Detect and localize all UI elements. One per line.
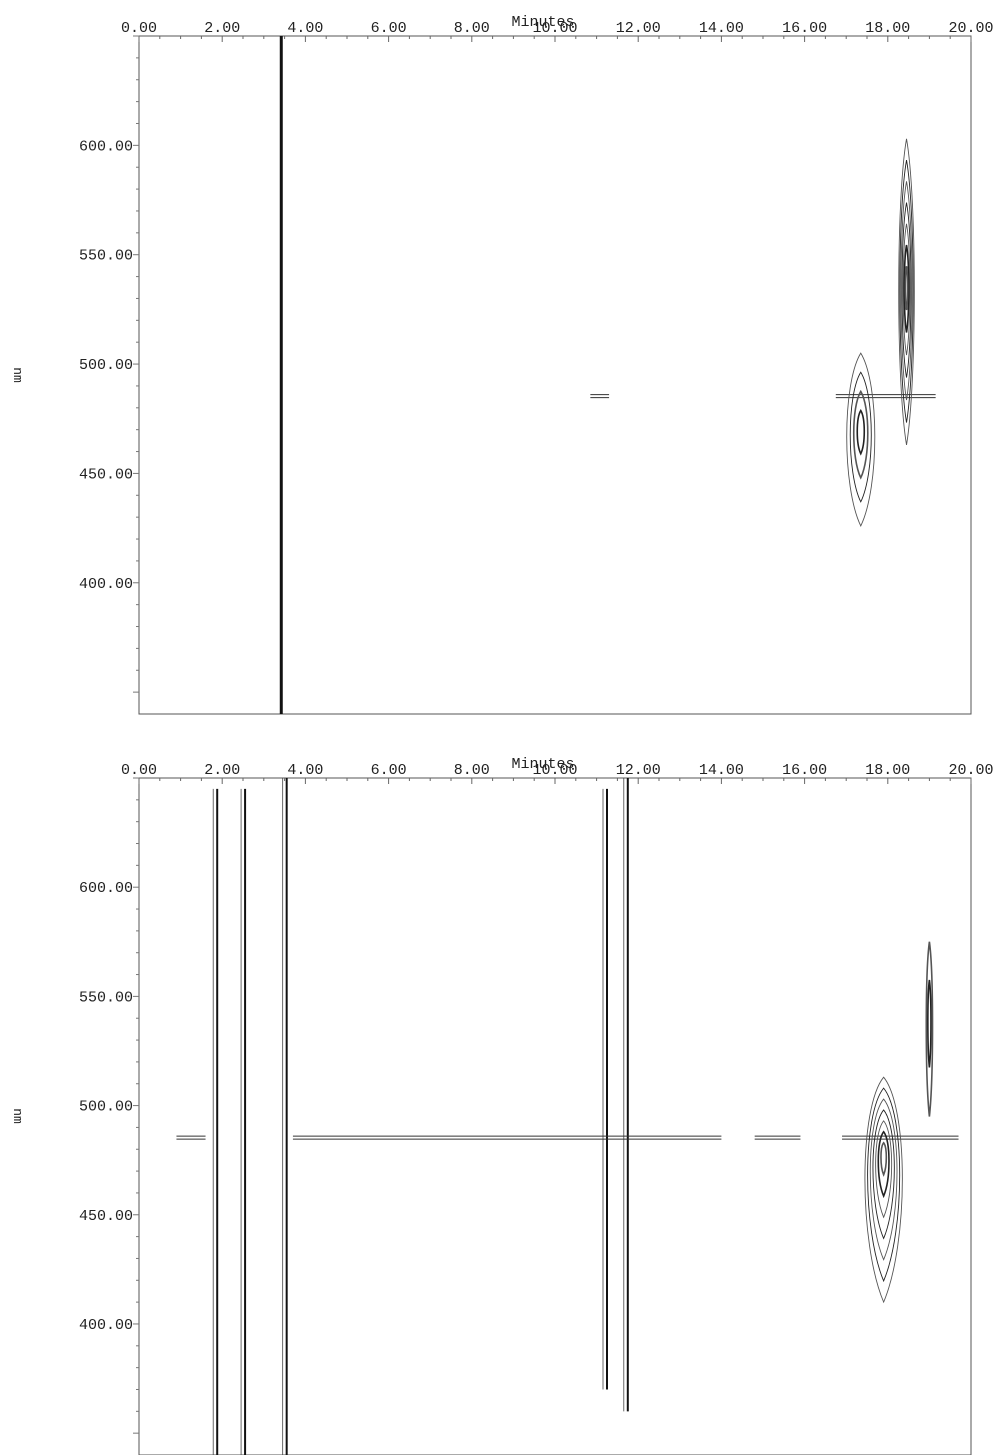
x-tick-label: 10.00 <box>532 20 577 37</box>
y-tick-label: 450.00 <box>79 1208 133 1225</box>
horizontal-feature <box>590 394 610 399</box>
horizontal-feature <box>292 1135 722 1140</box>
x-tick-label: 2.00 <box>204 762 240 779</box>
peak-contour <box>877 1130 890 1199</box>
x-tick-label: 4.00 <box>287 762 323 779</box>
plot-frame <box>138 35 972 715</box>
peak-contour <box>901 202 912 378</box>
y-tick-label: 550.00 <box>79 248 133 265</box>
x-tick-label: 12.00 <box>616 762 661 779</box>
horizontal-feature <box>176 1135 206 1140</box>
peak-contour <box>872 1109 895 1240</box>
x-tick-label: 16.00 <box>782 762 827 779</box>
peak-contour <box>852 389 869 480</box>
bottom-contour-plot: Minutes nm 0.00 2.00 4.00 6.00 8.00 10.00 12.00 1… <box>10 756 994 1455</box>
peak-contour <box>899 159 914 423</box>
x-tick-label: 4.00 <box>287 20 323 37</box>
x-tick-label: 14.00 <box>699 20 744 37</box>
plot-frame <box>138 777 972 1455</box>
horizontal-feature <box>835 394 936 399</box>
x-tick-label: 0.00 <box>121 762 157 779</box>
x-tick-label: 18.00 <box>865 762 910 779</box>
peak-contour <box>869 1098 898 1261</box>
peak-contour <box>902 223 911 356</box>
peak-contour <box>864 1076 903 1304</box>
x-tick-label: 20.00 <box>948 20 993 37</box>
x-tick-label: 6.00 <box>371 762 407 779</box>
y-axis-title: nm <box>10 1108 25 1124</box>
top-contour-plot: Minutes nm 0.00 2.00 4.00 6.00 8.00 10.00 12.00 1… <box>10 14 994 715</box>
x-tick-label: 8.00 <box>454 20 490 37</box>
peak-contour <box>867 1087 901 1283</box>
x-tick-label: 6.00 <box>371 20 407 37</box>
plot-area <box>279 36 936 714</box>
y-tick-label: 500.00 <box>79 357 133 374</box>
y-tick-label: 600.00 <box>79 138 133 155</box>
x-tick-label: 12.00 <box>616 20 661 37</box>
x-tick-label: 16.00 <box>782 20 827 37</box>
x-tick-label: 10.00 <box>532 762 577 779</box>
peak-contour <box>925 941 934 1117</box>
peak-contour <box>903 244 910 333</box>
y-tick-label: 400.00 <box>79 576 133 593</box>
peak-contour <box>898 138 915 446</box>
peak-contour <box>849 371 872 503</box>
x-tick-label: 2.00 <box>204 20 240 37</box>
horizontal-feature <box>754 1135 801 1140</box>
y-tick-label: 600.00 <box>79 880 133 897</box>
peak-contour <box>856 409 866 456</box>
x-tick-label: 8.00 <box>454 762 490 779</box>
y-tick-label: 550.00 <box>79 989 133 1006</box>
y-tick-label: 400.00 <box>79 1317 133 1334</box>
y-tick-label: 500.00 <box>79 1099 133 1116</box>
x-axis-title: Minutes <box>511 14 574 31</box>
x-tick-label: 20.00 <box>948 762 993 779</box>
y-tick-label: 450.00 <box>79 466 133 483</box>
x-tick-label: 18.00 <box>865 20 910 37</box>
peak-contour <box>900 181 913 401</box>
plot-area <box>176 778 959 1455</box>
peak-contour <box>880 1141 888 1177</box>
x-axis-title: Minutes <box>511 756 574 773</box>
x-tick-label: 14.00 <box>699 762 744 779</box>
y-axis-title: nm <box>10 367 25 383</box>
peak-contour <box>927 979 932 1068</box>
x-tick-label: 0.00 <box>121 20 157 37</box>
peak-contour <box>904 266 909 311</box>
peak-contour <box>875 1120 893 1219</box>
peak-contour <box>846 352 876 527</box>
